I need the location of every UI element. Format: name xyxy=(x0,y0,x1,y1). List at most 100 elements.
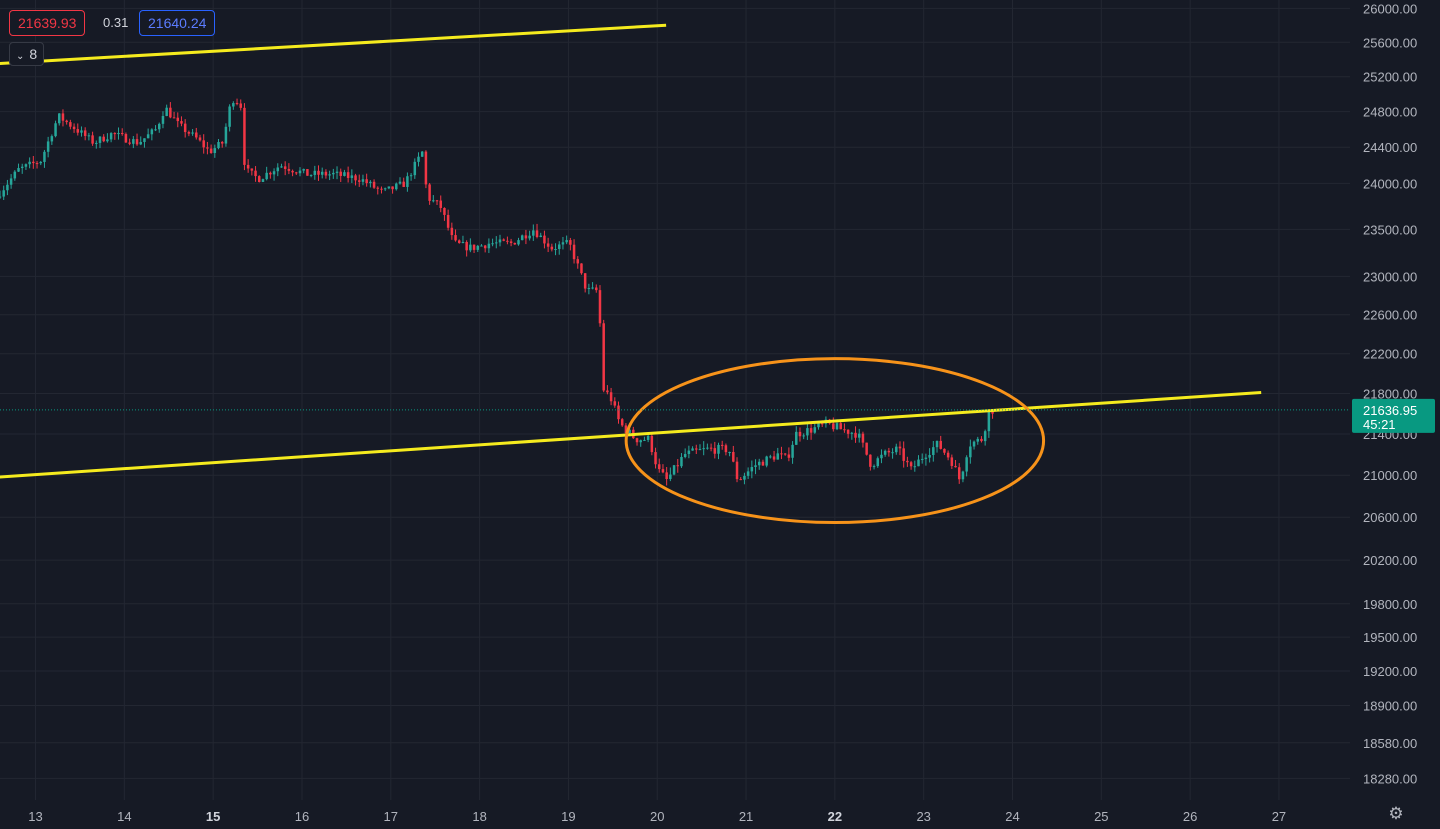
time-tick-label: 13 xyxy=(28,809,42,824)
candle-down xyxy=(195,132,198,138)
candle-up xyxy=(557,244,561,250)
candle-up xyxy=(261,179,265,182)
candle-down xyxy=(569,240,572,245)
candle-down xyxy=(339,171,342,176)
candle-down xyxy=(424,151,428,185)
candle-down xyxy=(128,142,131,144)
candle-up xyxy=(495,242,498,244)
candle-down xyxy=(772,456,776,460)
candle-up xyxy=(491,243,494,245)
drawings[interactable] xyxy=(0,23,1262,525)
candle-down xyxy=(239,103,242,108)
candle-up xyxy=(743,475,746,480)
candle-down xyxy=(317,170,320,175)
candle-up xyxy=(87,135,91,137)
candle-up xyxy=(139,141,142,145)
indicators-collapse-button[interactable]: ⌄ 8 xyxy=(9,42,45,66)
candle-up xyxy=(928,454,931,458)
candle-down xyxy=(602,323,605,391)
candle-down xyxy=(576,259,580,264)
candle-down xyxy=(372,181,376,188)
candle-up xyxy=(461,242,465,244)
candle-down xyxy=(428,184,431,201)
candle-up xyxy=(313,170,317,175)
candle-up xyxy=(976,438,980,442)
candle-up xyxy=(924,457,928,459)
candle-up xyxy=(132,139,135,144)
candle-down xyxy=(939,440,942,449)
candle-up xyxy=(17,168,20,172)
candle-down xyxy=(291,170,294,173)
lower-trendline[interactable] xyxy=(0,390,1262,479)
candle-down xyxy=(287,168,291,171)
price-tick-label: 22200.00 xyxy=(1363,347,1417,362)
candle-up xyxy=(965,457,968,472)
candle-up xyxy=(2,190,5,197)
indicator-count: 8 xyxy=(29,46,38,62)
price-tick-label: 20200.00 xyxy=(1363,553,1417,568)
candle-down xyxy=(546,243,550,247)
candle-up xyxy=(876,458,880,467)
candle-down xyxy=(246,164,250,169)
candle-up xyxy=(517,240,520,245)
candle-up xyxy=(880,454,883,459)
upper-trendline[interactable] xyxy=(0,23,667,65)
buy-price-button[interactable]: 21640.24 xyxy=(139,10,216,36)
candle-up xyxy=(395,183,398,190)
candle-up xyxy=(857,433,861,438)
candle-down xyxy=(665,472,668,479)
candle-up xyxy=(717,444,720,454)
candle-up xyxy=(702,448,705,450)
candle-up xyxy=(0,196,2,198)
price-tick-label: 21000.00 xyxy=(1363,468,1417,483)
candle-up xyxy=(332,172,335,175)
candle-down xyxy=(391,186,394,190)
candle-up xyxy=(591,287,594,289)
candle-down xyxy=(650,435,654,453)
candle-down xyxy=(65,120,68,123)
grid xyxy=(0,0,1350,800)
time-tick-label: 21 xyxy=(739,809,753,824)
candle-up xyxy=(265,172,268,180)
candle-up xyxy=(791,444,794,458)
candle-down xyxy=(254,170,257,177)
price-tick-label: 22600.00 xyxy=(1363,308,1417,323)
candle-down xyxy=(169,107,172,118)
time-tick-label: 14 xyxy=(117,809,131,824)
highlight-ellipse[interactable] xyxy=(624,357,1046,525)
time-axis[interactable]: 13 14 15 16 17 18 19 20 21 22 23 24 25 26 27 xyxy=(28,809,1286,824)
time-tick-label: 26 xyxy=(1183,809,1197,824)
time-tick-label: 18 xyxy=(472,809,486,824)
candle-down xyxy=(402,181,405,187)
gear-icon[interactable]: ⚙ xyxy=(1388,804,1404,823)
candle-down xyxy=(946,452,950,458)
candle-down xyxy=(483,245,487,249)
sell-price-button[interactable]: 21639.93 xyxy=(9,10,86,36)
candle-down xyxy=(839,423,842,430)
candle-down xyxy=(135,139,139,145)
candle-up xyxy=(143,138,146,142)
candle-down xyxy=(780,453,783,455)
candle-down xyxy=(809,428,813,433)
candle-down xyxy=(235,103,239,105)
candle-down xyxy=(843,429,846,431)
price-axis[interactable]: 26000.00 25600.00 25200.00 24800.00 24400.00… xyxy=(1363,1,1417,786)
candle-up xyxy=(961,471,965,480)
price-tick-label: 18280.00 xyxy=(1363,771,1417,786)
price-tick-label: 19200.00 xyxy=(1363,664,1417,679)
candle-down xyxy=(583,273,587,289)
time-tick-label: 15 xyxy=(206,809,220,824)
price-tag-price: 21636.95 xyxy=(1363,403,1417,418)
candle-down xyxy=(454,235,457,241)
candle-up xyxy=(680,456,683,467)
candle-down xyxy=(187,132,191,134)
candle-down xyxy=(506,240,509,242)
candle-up xyxy=(39,161,42,164)
time-tick-label: 20 xyxy=(650,809,664,824)
price-tick-label: 18580.00 xyxy=(1363,736,1417,751)
candle-down xyxy=(620,419,624,426)
candle-up xyxy=(383,188,387,190)
candle-down xyxy=(613,401,617,406)
